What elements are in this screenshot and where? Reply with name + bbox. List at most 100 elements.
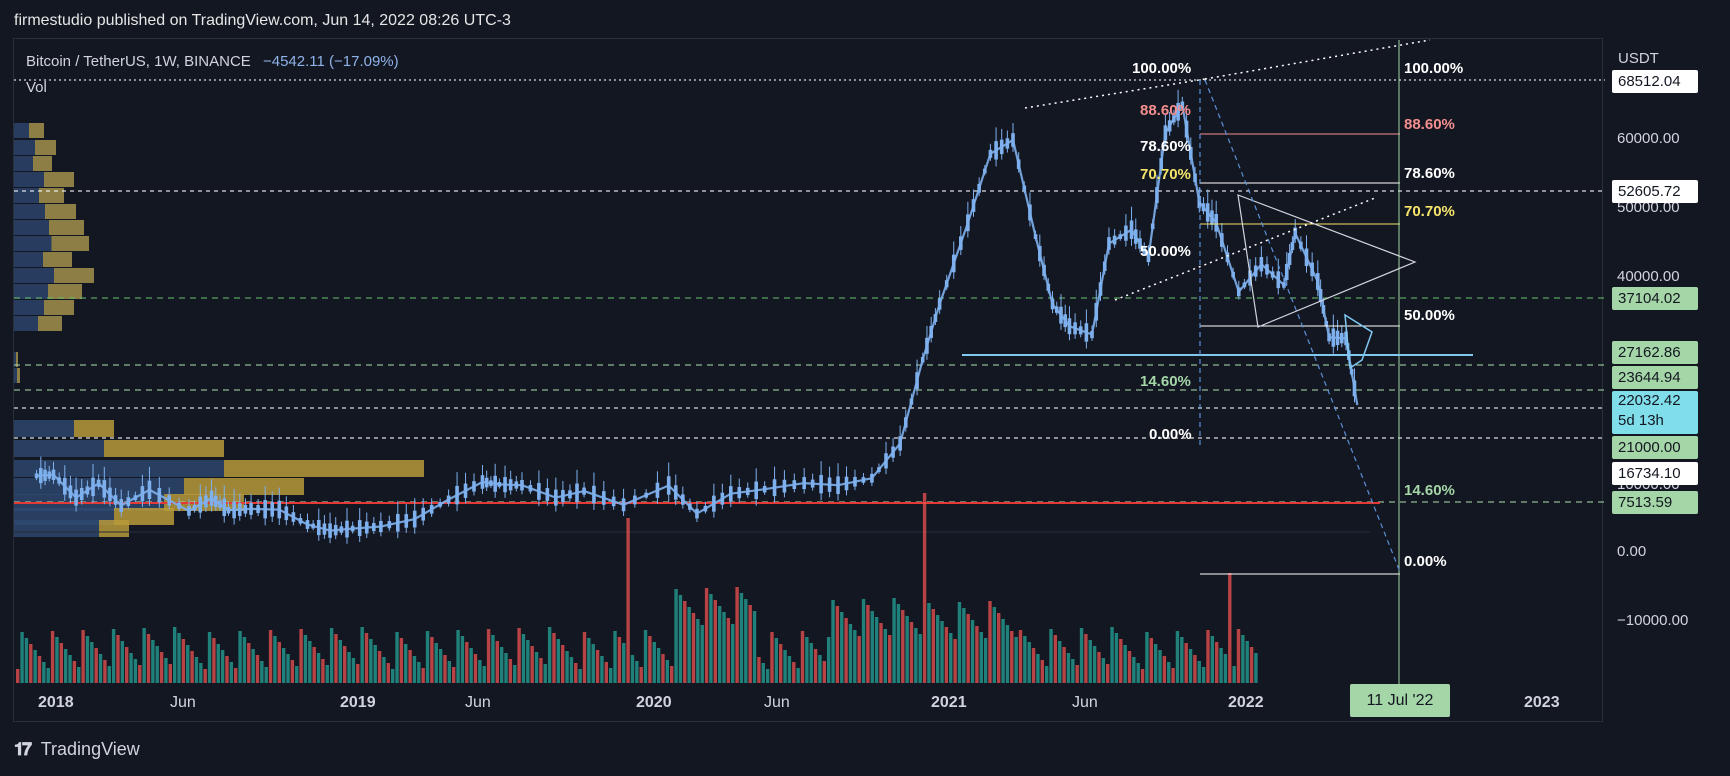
volume-bar bbox=[521, 634, 526, 683]
volume-bar bbox=[713, 600, 717, 683]
volume-bar bbox=[81, 630, 85, 683]
volume-bar bbox=[107, 666, 111, 683]
y-tick-label: 60000.00 bbox=[1617, 130, 1680, 147]
volume-bar bbox=[635, 661, 639, 683]
candle-body bbox=[1033, 234, 1038, 239]
candle-body bbox=[357, 520, 362, 537]
price-tag-value: 27162.86 bbox=[1618, 344, 1681, 361]
candle-body bbox=[39, 467, 43, 484]
candle-body bbox=[688, 503, 692, 510]
fib-label-right: 100.00% bbox=[1404, 60, 1464, 77]
volume-bar bbox=[478, 660, 482, 683]
volume-bar bbox=[295, 666, 299, 683]
volume-bar bbox=[321, 659, 325, 683]
fib-label-right: 78.60% bbox=[1404, 165, 1455, 182]
volume-bar bbox=[1062, 647, 1066, 683]
x-tick-label: 2020 bbox=[636, 694, 672, 711]
volume-bar bbox=[896, 604, 901, 683]
candle-body bbox=[1167, 120, 1172, 132]
candle-body bbox=[372, 523, 376, 532]
x-tick-label: 2023 bbox=[1524, 694, 1560, 711]
candle-body bbox=[291, 512, 296, 522]
volume-bar bbox=[935, 615, 940, 683]
candle-body bbox=[277, 500, 282, 519]
candle-body bbox=[729, 486, 733, 502]
candle-body bbox=[720, 492, 725, 505]
volume-bar bbox=[604, 662, 608, 683]
candle-body bbox=[1098, 282, 1103, 296]
fib-label-left: 100.00% bbox=[1132, 60, 1192, 77]
volume-bar bbox=[1236, 629, 1241, 683]
volume-bar bbox=[68, 655, 72, 683]
candle-body bbox=[108, 487, 112, 502]
candle-body bbox=[545, 488, 550, 501]
volume-bar bbox=[399, 638, 404, 683]
candle-body bbox=[1284, 263, 1289, 280]
volume-bar bbox=[203, 669, 207, 683]
volume-bar bbox=[1127, 651, 1132, 683]
y-tick-label: 0.00 bbox=[1617, 543, 1647, 560]
candle-body bbox=[1180, 101, 1185, 108]
candle-body bbox=[333, 524, 338, 536]
volume-bar bbox=[103, 660, 107, 683]
candle-body bbox=[1339, 332, 1344, 344]
brand-text: TradingView bbox=[40, 739, 140, 759]
candle-body bbox=[1138, 238, 1142, 249]
volume-bar bbox=[726, 618, 731, 683]
candle-body bbox=[1028, 204, 1032, 221]
volume-bar bbox=[390, 669, 395, 683]
volume-bar bbox=[181, 639, 186, 683]
volume-bar bbox=[582, 632, 587, 683]
candle-body bbox=[489, 480, 493, 486]
tradingview-brand[interactable]: 𝟏𝟕 TradingView bbox=[14, 739, 140, 760]
volume-bar bbox=[146, 634, 151, 683]
volume-bar bbox=[460, 636, 465, 683]
volume-bar bbox=[870, 611, 874, 683]
volume-bar bbox=[238, 631, 242, 683]
candle-body bbox=[528, 485, 533, 492]
candle-body bbox=[305, 520, 310, 529]
volume-bar bbox=[927, 603, 931, 683]
candle-body bbox=[1118, 234, 1123, 239]
candle-body bbox=[43, 469, 47, 481]
price-tag-value: 7513.59 bbox=[1618, 494, 1673, 511]
volume-bar bbox=[914, 628, 918, 683]
candle-body bbox=[47, 471, 52, 479]
candle-body bbox=[575, 483, 579, 502]
volume-bar bbox=[234, 668, 238, 683]
candle-body bbox=[1038, 245, 1042, 262]
candle-body bbox=[1107, 237, 1111, 250]
volume-bar bbox=[1066, 653, 1071, 683]
price-tag-value: 68512.04 bbox=[1618, 73, 1681, 90]
candle-body bbox=[844, 476, 849, 491]
candle-body bbox=[933, 314, 938, 323]
candle-body bbox=[944, 280, 949, 288]
volume-profile-bar bbox=[48, 284, 82, 299]
volume-bar bbox=[1158, 650, 1162, 683]
volume-bar bbox=[408, 650, 412, 683]
volume-bar bbox=[626, 518, 630, 683]
volume-bar bbox=[303, 635, 308, 683]
candle-body bbox=[1016, 159, 1021, 169]
volume-bar bbox=[818, 655, 822, 683]
candle-body bbox=[1067, 318, 1072, 335]
volume-profile-bar bbox=[44, 172, 74, 187]
volume-bar bbox=[1040, 660, 1044, 683]
symbol-legend[interactable]: Bitcoin / TetherUS, 1W, BINANCE −4542.11… bbox=[26, 53, 399, 70]
candle-body bbox=[644, 492, 648, 498]
volume-bar bbox=[765, 669, 770, 683]
volume-bar bbox=[717, 606, 722, 683]
candle-body bbox=[1094, 302, 1099, 321]
candle-body bbox=[1159, 158, 1163, 171]
candle-body bbox=[256, 505, 260, 514]
volume-bar bbox=[155, 646, 159, 683]
candle-body bbox=[1220, 233, 1224, 247]
y-tick-label: −10000.00 bbox=[1617, 612, 1689, 629]
candle-body bbox=[96, 479, 101, 487]
volume-bar bbox=[456, 630, 460, 683]
volume-bar bbox=[853, 630, 857, 683]
volume-bar bbox=[1223, 654, 1228, 683]
volume-legend[interactable]: Vol bbox=[26, 79, 47, 96]
volume-bar bbox=[465, 642, 469, 683]
